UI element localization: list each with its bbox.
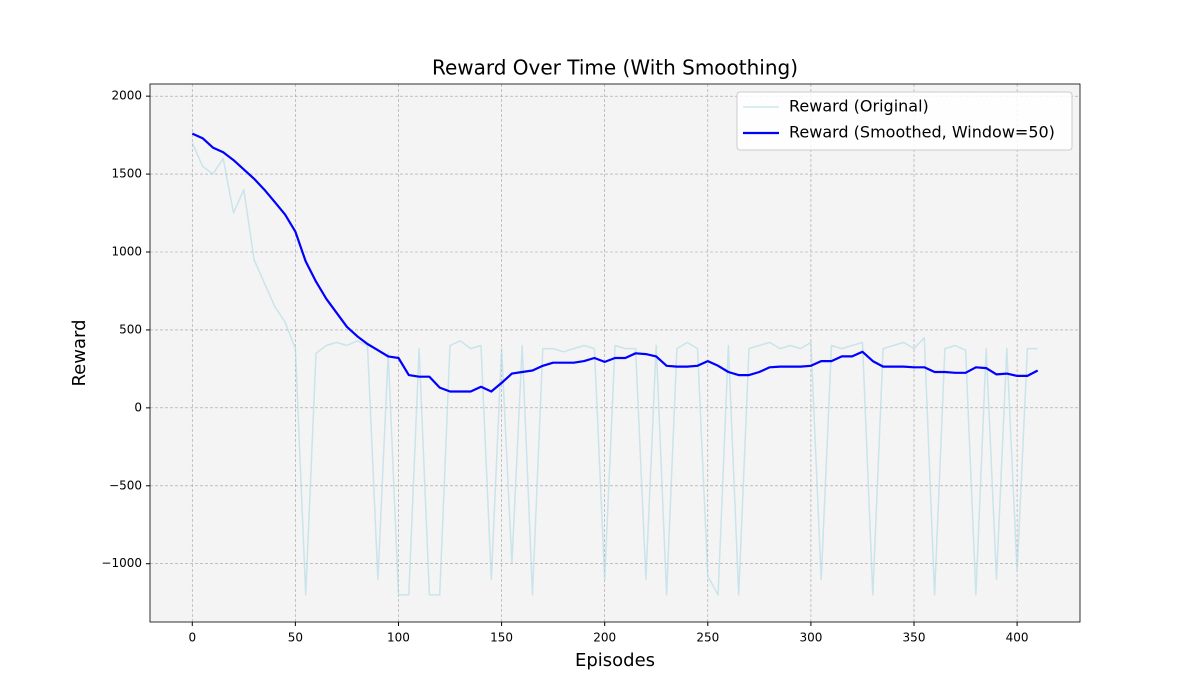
x-tick-label: 250 — [696, 631, 719, 645]
x-tick-label: 100 — [387, 631, 410, 645]
x-tick-label: 200 — [593, 631, 616, 645]
x-tick-label: 50 — [288, 631, 303, 645]
x-tick-label: 400 — [1006, 631, 1029, 645]
y-axis-label: Reward — [69, 319, 90, 386]
chart-title: Reward Over Time (With Smoothing) — [432, 56, 798, 80]
x-tick-label: 350 — [903, 631, 926, 645]
y-tick-label: 1000 — [111, 245, 142, 259]
y-tick-label: 500 — [119, 322, 142, 336]
series-line — [191, 142, 1038, 596]
y-tick-label: −500 — [109, 478, 142, 492]
y-tick-label: 1500 — [111, 167, 142, 181]
y-tick-label: 2000 — [111, 89, 142, 103]
x-axis-label: Episodes — [575, 650, 655, 671]
legend-box — [736, 91, 1073, 151]
series-line — [191, 132, 1039, 393]
x-tick-label: 300 — [799, 631, 822, 645]
y-tick-label: 0 — [134, 400, 142, 414]
y-tick-label: −1000 — [101, 556, 142, 570]
legend-label: Reward (Original) — [789, 97, 929, 116]
x-tick-label: 0 — [188, 631, 196, 645]
x-tick-label: 150 — [490, 631, 513, 645]
legend-label: Reward (Smoothed, Window=50) — [789, 123, 1055, 142]
plot-frame — [149, 83, 1081, 623]
